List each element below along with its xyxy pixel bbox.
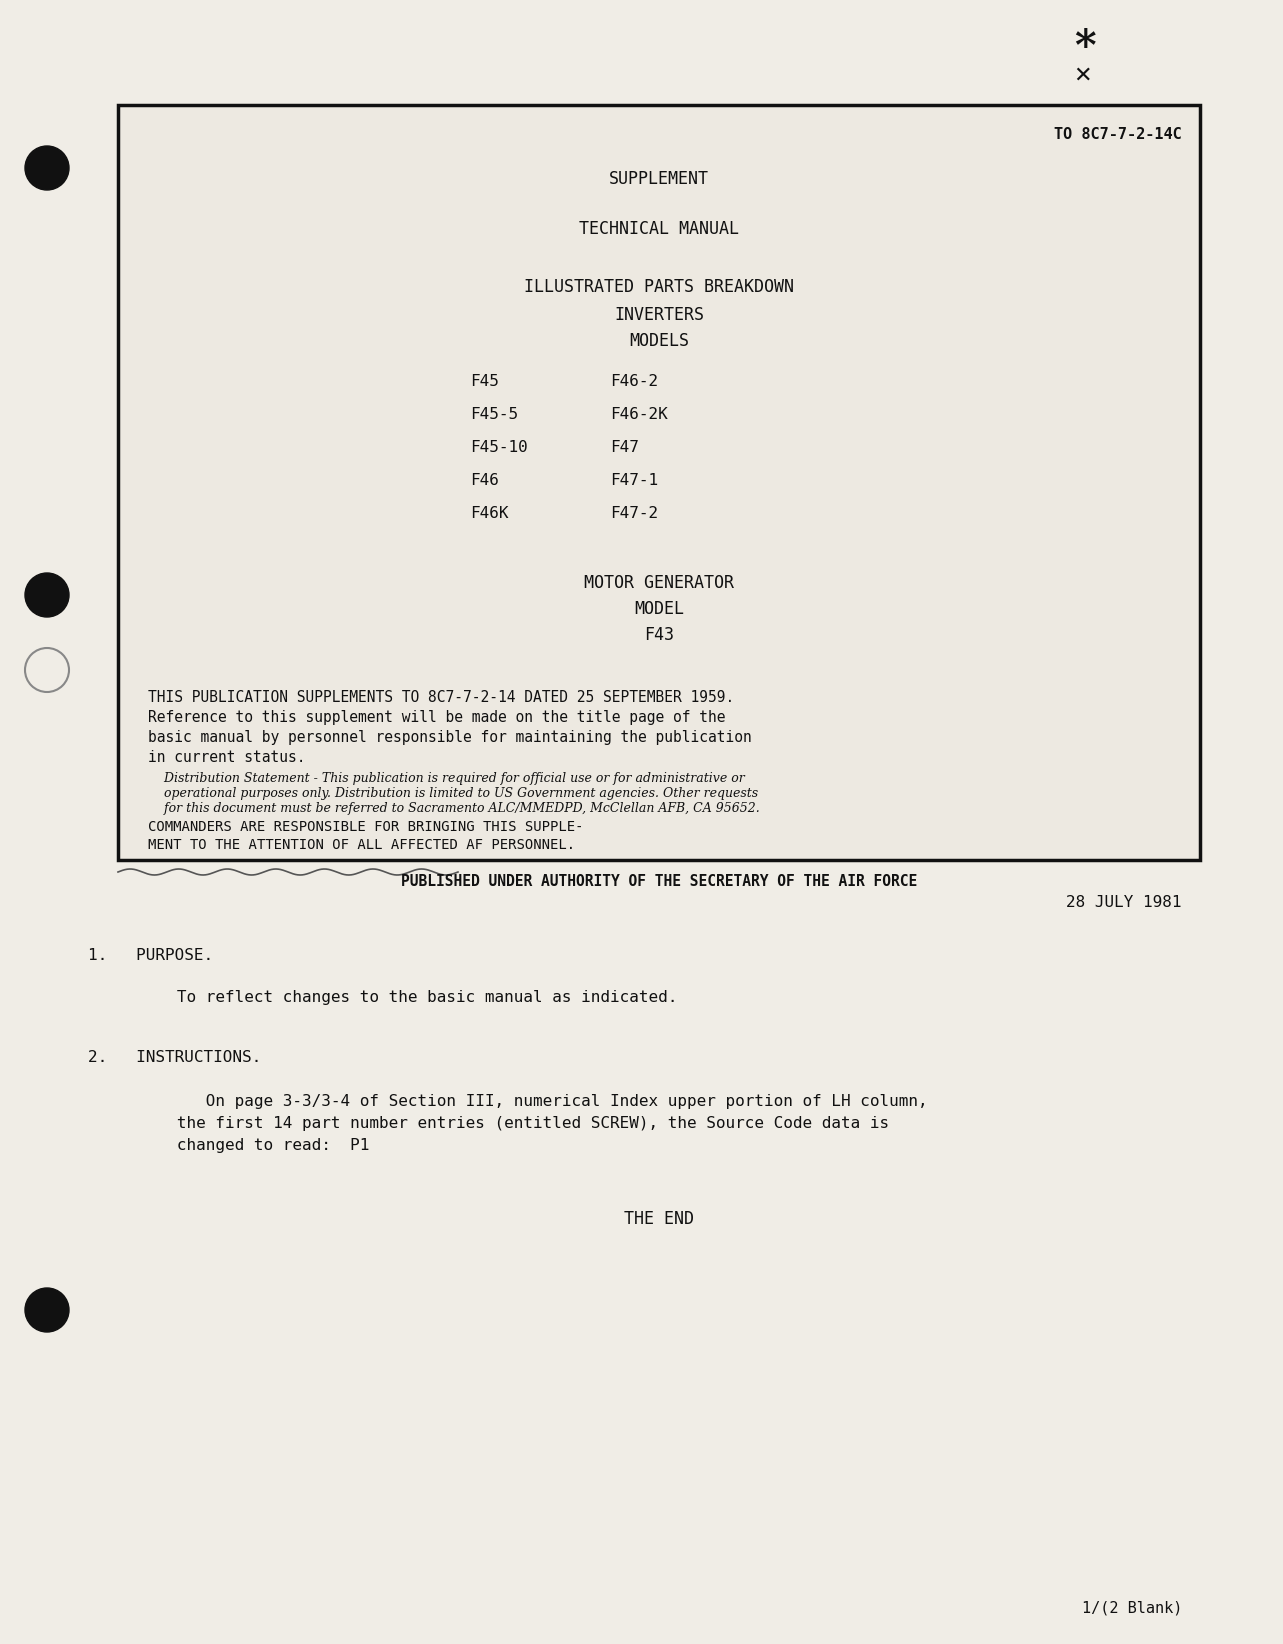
Text: To reflect changes to the basic manual as indicated.: To reflect changes to the basic manual a… (148, 990, 677, 1004)
Text: F46-2K: F46-2K (609, 408, 667, 423)
Text: 1/(2 Blank): 1/(2 Blank) (1082, 1600, 1182, 1614)
Text: F45-5: F45-5 (470, 408, 518, 423)
Text: MENT TO THE ATTENTION OF ALL AFFECTED AF PERSONNEL.: MENT TO THE ATTENTION OF ALL AFFECTED AF… (148, 838, 575, 852)
Text: changed to read:  P1: changed to read: P1 (148, 1138, 370, 1152)
Circle shape (24, 574, 69, 616)
Text: F47-1: F47-1 (609, 473, 658, 488)
Text: 28 JULY 1981: 28 JULY 1981 (1066, 894, 1182, 911)
Text: MODELS: MODELS (629, 332, 689, 350)
Text: TECHNICAL MANUAL: TECHNICAL MANUAL (579, 220, 739, 238)
Text: F43: F43 (644, 626, 674, 644)
Text: F47: F47 (609, 441, 639, 455)
Text: the first 14 part number entries (entitled SCREW), the Source Code data is: the first 14 part number entries (entitl… (148, 1116, 889, 1131)
Text: MODEL: MODEL (634, 600, 684, 618)
Text: for this document must be referred to Sacramento ALC/MMEDPD, McClellan AFB, CA 9: for this document must be referred to Sa… (148, 802, 760, 815)
Text: F46-2: F46-2 (609, 373, 658, 390)
Text: F45-10: F45-10 (470, 441, 527, 455)
Text: operational purposes only. Distribution is limited to US Government agencies. Ot: operational purposes only. Distribution … (148, 787, 758, 801)
Text: F47-2: F47-2 (609, 506, 658, 521)
Text: ILLUSTRATED PARTS BREAKDOWN: ILLUSTRATED PARTS BREAKDOWN (523, 278, 794, 296)
Text: INVERTERS: INVERTERS (615, 306, 704, 324)
Text: in current status.: in current status. (148, 750, 305, 764)
Text: basic manual by personnel responsible for maintaining the publication: basic manual by personnel responsible fo… (148, 730, 752, 745)
Text: THIS PUBLICATION SUPPLEMENTS TO 8C7-7-2-14 DATED 25 SEPTEMBER 1959.: THIS PUBLICATION SUPPLEMENTS TO 8C7-7-2-… (148, 690, 734, 705)
Text: 1.   PURPOSE.: 1. PURPOSE. (89, 949, 213, 963)
Circle shape (24, 1287, 69, 1332)
Text: Reference to this supplement will be made on the title page of the: Reference to this supplement will be mad… (148, 710, 725, 725)
Circle shape (24, 146, 69, 191)
Text: THE END: THE END (624, 1210, 694, 1228)
Text: MOTOR GENERATOR: MOTOR GENERATOR (584, 574, 734, 592)
Text: TO 8C7-7-2-14C: TO 8C7-7-2-14C (1055, 127, 1182, 141)
Text: F45: F45 (470, 373, 499, 390)
Text: SUPPLEMENT: SUPPLEMENT (609, 169, 709, 187)
Text: PUBLISHED UNDER AUTHORITY OF THE SECRETARY OF THE AIR FORCE: PUBLISHED UNDER AUTHORITY OF THE SECRETA… (400, 875, 917, 889)
Text: On page 3-3/3-4 of Section III, numerical Index upper portion of LH column,: On page 3-3/3-4 of Section III, numerica… (148, 1093, 928, 1110)
Text: ✕: ✕ (1073, 66, 1092, 85)
Text: COMMANDERS ARE RESPONSIBLE FOR BRINGING THIS SUPPLE-: COMMANDERS ARE RESPONSIBLE FOR BRINGING … (148, 820, 584, 834)
Text: 2.   INSTRUCTIONS.: 2. INSTRUCTIONS. (89, 1051, 262, 1065)
Bar (118, 105, 1200, 860)
Text: Distribution Statement - This publication is required for official use or for ad: Distribution Statement - This publicatio… (148, 773, 744, 784)
Text: F46: F46 (470, 473, 499, 488)
Text: *: * (1074, 26, 1096, 69)
Text: F46K: F46K (470, 506, 508, 521)
